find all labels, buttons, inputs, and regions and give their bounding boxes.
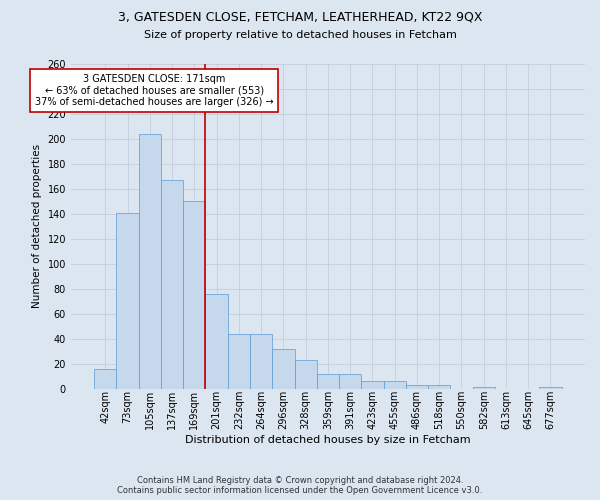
Text: Contains HM Land Registry data © Crown copyright and database right 2024.
Contai: Contains HM Land Registry data © Crown c… — [118, 476, 482, 495]
Bar — [94, 368, 116, 388]
Bar — [272, 348, 295, 389]
Bar — [295, 360, 317, 388]
Bar — [139, 134, 161, 388]
Text: Size of property relative to detached houses in Fetcham: Size of property relative to detached ho… — [143, 30, 457, 40]
Bar — [183, 202, 205, 388]
Bar — [228, 334, 250, 388]
Text: 3, GATESDEN CLOSE, FETCHAM, LEATHERHEAD, KT22 9QX: 3, GATESDEN CLOSE, FETCHAM, LEATHERHEAD,… — [118, 10, 482, 23]
Bar — [250, 334, 272, 388]
Bar — [406, 385, 428, 388]
Bar — [161, 180, 183, 388]
Bar — [116, 212, 139, 388]
Bar — [383, 381, 406, 388]
Bar — [317, 374, 339, 388]
Text: 3 GATESDEN CLOSE: 171sqm
← 63% of detached houses are smaller (553)
37% of semi-: 3 GATESDEN CLOSE: 171sqm ← 63% of detach… — [35, 74, 274, 107]
Y-axis label: Number of detached properties: Number of detached properties — [32, 144, 42, 308]
Bar — [361, 381, 383, 388]
Bar — [339, 374, 361, 388]
Bar — [205, 294, 228, 388]
X-axis label: Distribution of detached houses by size in Fetcham: Distribution of detached houses by size … — [185, 435, 471, 445]
Bar — [428, 385, 451, 388]
